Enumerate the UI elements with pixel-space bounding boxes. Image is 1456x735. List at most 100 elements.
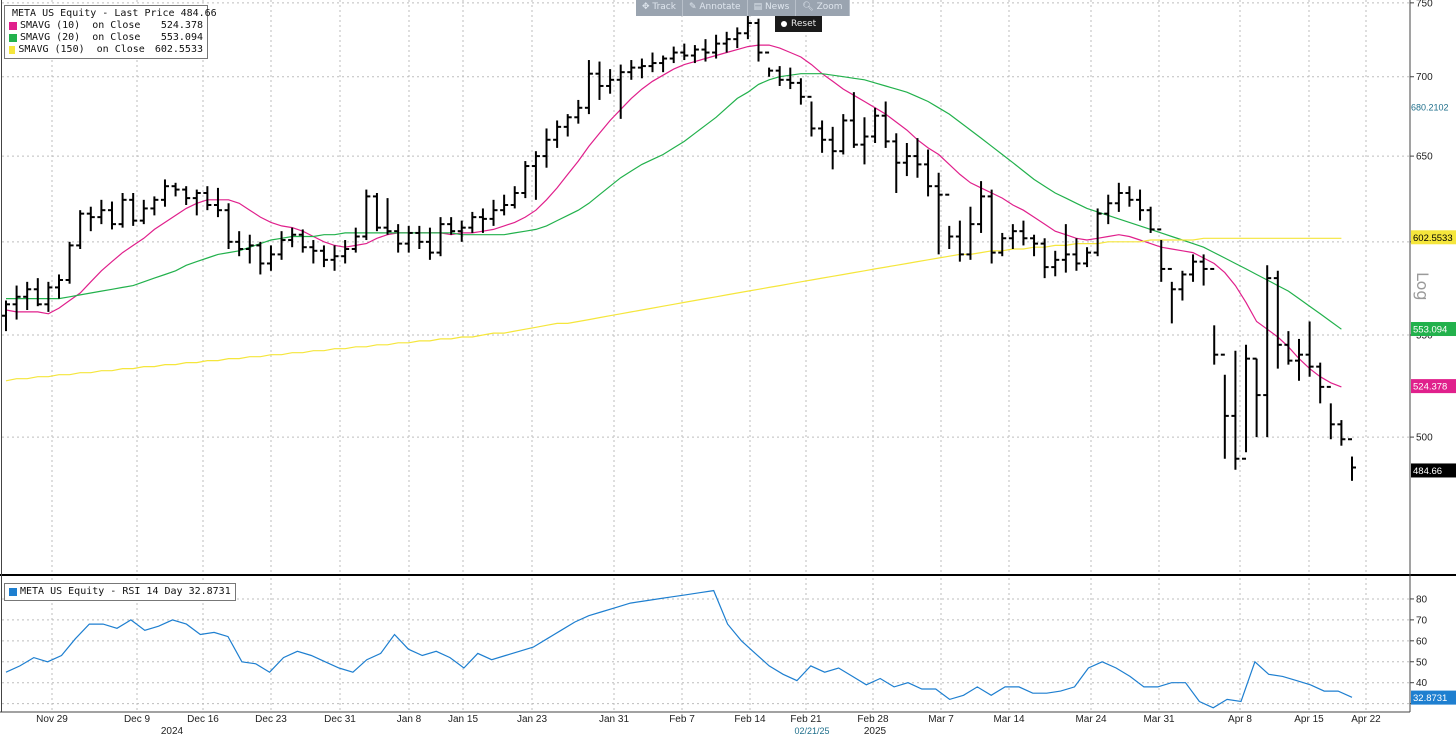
ohlc-bar xyxy=(1104,194,1113,225)
news-button[interactable]: ▤ News xyxy=(748,0,797,16)
ohlc-bar xyxy=(722,31,731,53)
ohlc-bar xyxy=(1136,189,1145,221)
ohlc-bar xyxy=(966,206,975,260)
legend-label: SMAVG (20) on Close xyxy=(20,32,141,43)
annotate-label: Annotate xyxy=(699,2,741,12)
annotate-button[interactable]: ✎ Annotate xyxy=(683,0,748,16)
ohlc-bar xyxy=(1316,362,1325,404)
price-legend: META US Equity - Last Price 484.66 SMAVG … xyxy=(4,5,217,59)
ohlc-bar xyxy=(330,245,339,271)
ohlc-bar xyxy=(447,217,456,235)
ohlc-bar xyxy=(1072,238,1081,271)
ohlc-bar xyxy=(54,274,63,299)
ohlc-bar xyxy=(192,189,201,216)
track-label: Track xyxy=(652,2,676,12)
ohlc-bar xyxy=(245,234,254,264)
ohlc-bar xyxy=(150,196,159,216)
x-tick-label: Mar 14 xyxy=(993,714,1025,725)
ohlc-bar xyxy=(1040,238,1049,279)
x-tick-label: Apr 15 xyxy=(1294,714,1324,725)
ohlc-bar xyxy=(521,161,530,199)
ohlc-bar xyxy=(871,107,880,144)
ohlc-bar xyxy=(309,240,318,264)
zoom-label: Zoom xyxy=(816,2,843,12)
ohlc-bar xyxy=(372,192,381,232)
ohlc-bar xyxy=(1051,250,1060,277)
ohlc-bar xyxy=(828,126,837,170)
legend-entry: SMAVG (20) on Close 553.094 xyxy=(9,32,203,44)
price-y-tick-label: 700 xyxy=(1416,72,1433,83)
ohlc-bar xyxy=(765,51,774,77)
ohlc-bar xyxy=(1125,186,1134,207)
ohlc-bar xyxy=(288,227,297,248)
ohlc-bar xyxy=(955,220,964,262)
ohlc-bar xyxy=(383,198,392,235)
reset-button[interactable]: Reset xyxy=(775,16,823,32)
ohlc-bar xyxy=(468,211,477,233)
legend-swatch xyxy=(9,22,17,30)
x-tick-label: Dec 31 xyxy=(324,714,356,725)
ohlc-bar xyxy=(256,241,265,275)
rsi-value-tag-text: 32.8731 xyxy=(1413,693,1447,704)
ohlc-bar xyxy=(934,172,943,255)
ohlc-bar xyxy=(436,217,445,257)
ohlc-bar xyxy=(637,58,646,79)
ohlc-bar xyxy=(659,55,668,73)
ohlc-bar xyxy=(1167,267,1176,324)
legend-swatch xyxy=(9,46,16,54)
ohlc-bar xyxy=(1189,254,1198,282)
ohlc-bar xyxy=(701,39,710,62)
ohlc-bar xyxy=(2,300,10,332)
x-tick-label: Mar 7 xyxy=(928,714,954,725)
axis-value-tag xyxy=(1411,379,1456,394)
x-tick-label: Feb 14 xyxy=(734,714,766,725)
ohlc-bar xyxy=(12,285,21,320)
x-tick-label: Jan 23 xyxy=(517,714,547,725)
ohlc-bar xyxy=(595,61,604,100)
ohlc-bar xyxy=(892,133,901,193)
rsi-panel xyxy=(5,589,1353,709)
legend-entry: META US Equity - Last Price 484.66 xyxy=(9,8,217,20)
ohlc-bar xyxy=(786,67,795,90)
axis-value-tag-text: 524.378 xyxy=(1413,382,1447,393)
ohlc-bar xyxy=(97,199,106,225)
legend-label: SMAVG (10) on Close xyxy=(20,20,141,31)
sma-line xyxy=(6,73,1342,330)
ohlc-bar xyxy=(1295,338,1304,381)
ohlc-bar xyxy=(1348,438,1356,481)
ohlc-bar xyxy=(1157,228,1166,282)
ohlc-bar xyxy=(86,206,95,232)
zoom-button[interactable]: 🔍︎ Zoom xyxy=(796,0,850,16)
x-tick-label: Feb 7 xyxy=(669,714,695,725)
ohlc-bar xyxy=(1178,270,1187,301)
ohlc-bar xyxy=(849,92,858,148)
ohlc-bar xyxy=(1093,208,1102,257)
ohlc-bar xyxy=(478,208,487,233)
chart-toolbar: ✥ Track ✎ Annotate ▤ News 🔍︎ Zoom xyxy=(636,0,850,16)
ohlc-bar xyxy=(1220,353,1229,459)
track-button[interactable]: ✥ Track xyxy=(636,0,683,16)
price-y-tick-label: 650 xyxy=(1416,152,1433,163)
legend-value: 524.378 xyxy=(160,20,203,31)
ohlc-bar xyxy=(977,181,986,233)
ohlc-bar xyxy=(531,151,540,200)
year-label-2024: 2024 xyxy=(161,726,184,735)
ohlc-bar xyxy=(1061,224,1070,273)
ohlc-bar xyxy=(669,46,678,64)
ohlc-bar xyxy=(1030,234,1039,257)
x-tick-label: Apr 8 xyxy=(1228,714,1252,725)
ohlc-bar xyxy=(489,199,498,226)
ohlc-bar xyxy=(902,143,911,177)
ohlc-bar xyxy=(754,18,763,62)
ohlc-bar xyxy=(277,231,286,260)
ohlc-bar xyxy=(839,114,848,155)
rsi-y-tick-label: 60 xyxy=(1416,636,1428,647)
ohlc-bar xyxy=(1242,344,1251,460)
ohlc-bar xyxy=(341,240,350,264)
ohlc-bar xyxy=(690,45,699,64)
ohlc-bar xyxy=(627,60,636,80)
ohlc-bar xyxy=(1337,420,1346,446)
ohlc-bar xyxy=(44,281,53,312)
